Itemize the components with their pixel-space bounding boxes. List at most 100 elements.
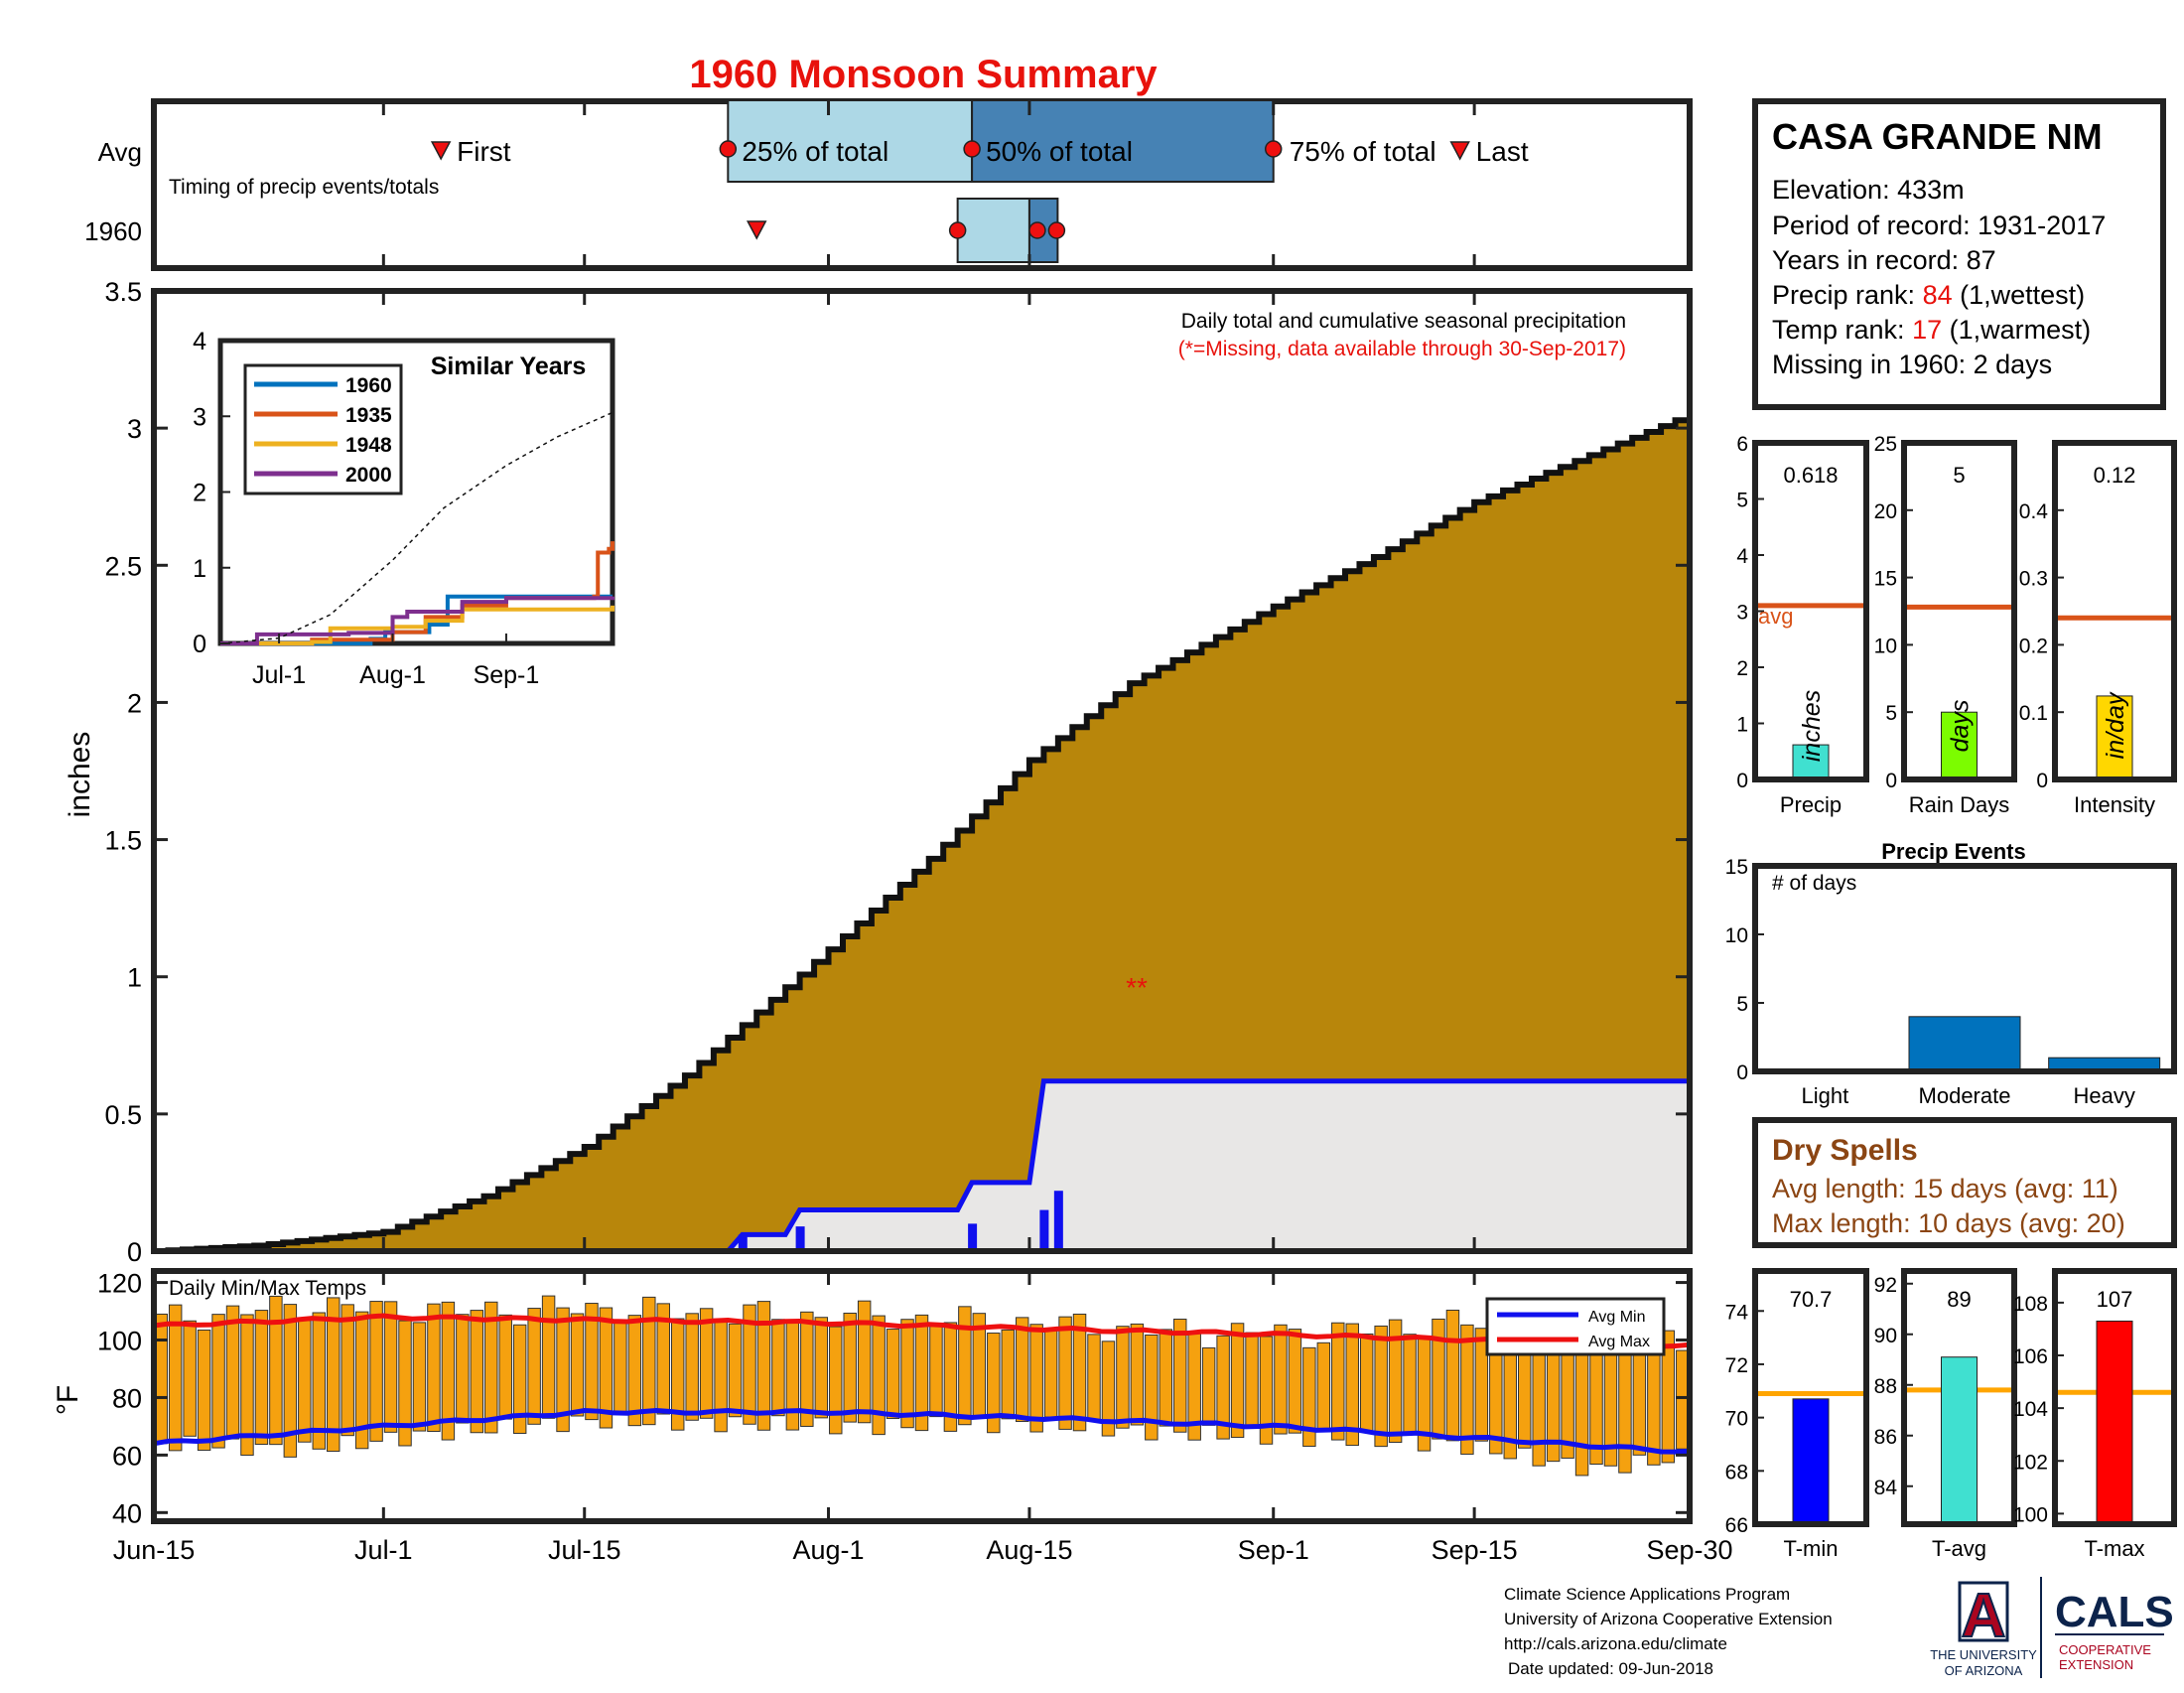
summary-1-y-tick-label: 5 — [1885, 702, 1897, 725]
legend-avg-min-label: Avg Min — [1588, 1309, 1646, 1326]
summary-2-unit-label: in/day — [2102, 691, 2129, 759]
tempbar-0-y-tick-label: 74 — [1725, 1301, 1749, 1324]
temp-rank-label: Temp rank: — [1772, 315, 1905, 345]
temps-legend-box — [1485, 1297, 1666, 1356]
daily-temp-range-bar — [1518, 1340, 1532, 1449]
daily-temp-range-bar — [670, 1318, 685, 1431]
daily-temp-range-bar — [240, 1314, 254, 1456]
temps-y-tick-label: 80 — [112, 1383, 142, 1413]
station-missing: Missing in 1960: 2 days — [1772, 350, 2052, 379]
main-y-tick-label: 1.5 — [104, 826, 142, 856]
footer-credits: Climate Science Applications Program Uni… — [1504, 1585, 1833, 1678]
main-plot-frame — [151, 288, 1693, 1254]
daily-temp-range-bar — [1288, 1329, 1302, 1434]
daily-temp-range-bar — [1474, 1328, 1489, 1442]
main-y-tick-label: 2 — [127, 688, 142, 718]
dry-spells-frame — [1752, 1117, 2177, 1248]
daily-temp-range-bar — [1345, 1323, 1359, 1447]
tempbar-2-category-label: T-max — [2084, 1536, 2144, 1561]
daily-temp-range-bar — [211, 1314, 225, 1449]
daily-temp-range-bar — [1001, 1329, 1015, 1420]
daily-temp-range-bar — [354, 1311, 369, 1450]
temp-rank-value: 17 — [1912, 315, 1942, 345]
summary-1-y-tick-label: 10 — [1874, 635, 1897, 657]
legend-avg-max-label: Avg Max — [1588, 1334, 1650, 1350]
avg-min-line — [153, 1407, 1691, 1455]
timing-avg-p25-marker — [719, 140, 738, 158]
summary-0-y-tick-label: 1 — [1736, 714, 1748, 737]
timing-avg-q1-box — [727, 99, 974, 183]
daily-temp-range-bar — [756, 1301, 771, 1431]
daily-temp-range-bar — [1316, 1341, 1331, 1433]
footer-university: University of Arizona Cooperative Extens… — [1504, 1610, 1833, 1628]
summary-1-plot-frame — [1901, 440, 2017, 782]
daily-temp-range-bar — [412, 1322, 427, 1432]
daily-temp-range-bar — [1661, 1330, 1676, 1464]
temps-y-axis: 40 60 80 100 120 — [97, 1269, 1690, 1528]
tempbar-1-y-tick-label: 88 — [1874, 1375, 1897, 1398]
temps-y-tick-label: 40 — [112, 1498, 142, 1528]
summary-0-avg-label: avg — [1758, 604, 1793, 629]
timing-avg-last-marker — [1449, 141, 1470, 161]
x-tick-label: Sep-15 — [1432, 1535, 1518, 1565]
daily-temp-range-bar — [470, 1310, 484, 1434]
tempbar-1-value-bar — [1941, 1356, 1978, 1525]
summary-2-y-tick-label: 0.1 — [2019, 702, 2048, 725]
events-category-label: Light — [1801, 1083, 1848, 1108]
station-precip-rank: Precip rank: 84 (1,wettest) — [1772, 280, 2085, 310]
tempbar-1-value-label: 89 — [1947, 1287, 1971, 1312]
inset-legend-label-2000: 2000 — [345, 464, 392, 487]
daily-temp-range-bar — [599, 1307, 614, 1429]
daily-temp-range-bar — [1259, 1336, 1274, 1445]
main-chart-marks — [154, 414, 1693, 1254]
daily-temp-range-bar — [743, 1304, 756, 1425]
timing-avg-p75-marker — [1264, 140, 1283, 158]
daily-temp-range-bar — [1116, 1326, 1130, 1429]
daily-temp-range-bar — [1574, 1337, 1589, 1477]
x-tick-label: Jun-15 — [113, 1535, 196, 1565]
daily-temp-range-bar — [714, 1321, 728, 1433]
temps-marks — [153, 1295, 1691, 1477]
daily-temp-range-bar — [1302, 1346, 1316, 1447]
summary-2-y-tick-label: 0.2 — [2019, 635, 2048, 657]
temps-legend: Avg Min Avg Max — [1485, 1297, 1666, 1356]
university-of-arizona-logo: A THE UNIVERSITY OF ARIZONA — [1930, 1581, 2037, 1678]
daily-temp-range-bar — [1201, 1346, 1216, 1426]
daily-temp-range-bar — [886, 1329, 900, 1420]
x-tick-label: Sep-1 — [1238, 1535, 1309, 1565]
timing-year-p75-marker — [1047, 221, 1066, 239]
main-note-title: Daily total and cumulative seasonal prec… — [1181, 310, 1626, 333]
main-y-tick-label: 0 — [127, 1237, 142, 1267]
tempbar-2-y-tick-label: 102 — [2013, 1451, 2048, 1474]
daily-temp-range-bar — [456, 1314, 470, 1424]
x-tick-label: Aug-15 — [986, 1535, 1072, 1565]
daily-temp-range-bar — [183, 1320, 197, 1437]
timing-label-p75: 75% of total — [1290, 136, 1436, 167]
timing-panel: Avg 1960 Timing of precip events/totals … — [84, 98, 1693, 271]
page-title: 1960 Monsoon Summary — [689, 53, 1158, 96]
daily-temp-range-bar — [943, 1322, 958, 1432]
events-category-label: Moderate — [1919, 1083, 2011, 1108]
daily-temp-range-bar — [914, 1314, 929, 1432]
timing-year-q1-box — [956, 198, 1030, 263]
daily-temp-range-bar — [987, 1333, 1001, 1434]
daily-precip-bar — [738, 1234, 748, 1251]
events-marks: Light Moderate Heavy 0 5 10 15 — [1725, 856, 2161, 1108]
daily-temp-range-bar — [614, 1322, 627, 1414]
station-temp-rank: Temp rank: 17 (1,warmest) — [1772, 315, 2091, 345]
temps-y-tick-label: 100 — [97, 1327, 142, 1356]
daily-temp-range-bar — [1029, 1324, 1043, 1433]
daily-temp-range-bar — [1359, 1333, 1374, 1433]
daily-temp-range-bar — [1173, 1319, 1187, 1433]
daily-temp-range-bar — [312, 1312, 326, 1450]
timing-year-p25-marker — [948, 221, 967, 239]
main-y-tick-label: 2.5 — [104, 551, 142, 581]
precip-rank-label: Precip rank: — [1772, 280, 1915, 310]
daily-temp-range-bar — [225, 1305, 240, 1440]
daily-temp-range-bar — [556, 1307, 570, 1433]
daily-temp-range-bar — [269, 1295, 283, 1446]
summary-2-value-label: 0.12 — [2094, 463, 2136, 488]
